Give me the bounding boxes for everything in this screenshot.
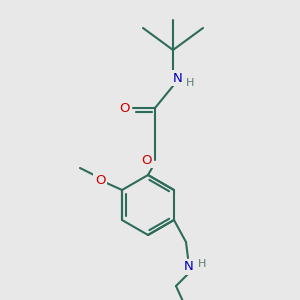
Text: N: N [184, 260, 194, 274]
Text: N: N [173, 71, 183, 85]
Text: O: O [120, 101, 130, 115]
Text: O: O [95, 173, 105, 187]
Text: H: H [186, 78, 194, 88]
Text: O: O [142, 154, 152, 166]
Text: H: H [198, 259, 206, 269]
